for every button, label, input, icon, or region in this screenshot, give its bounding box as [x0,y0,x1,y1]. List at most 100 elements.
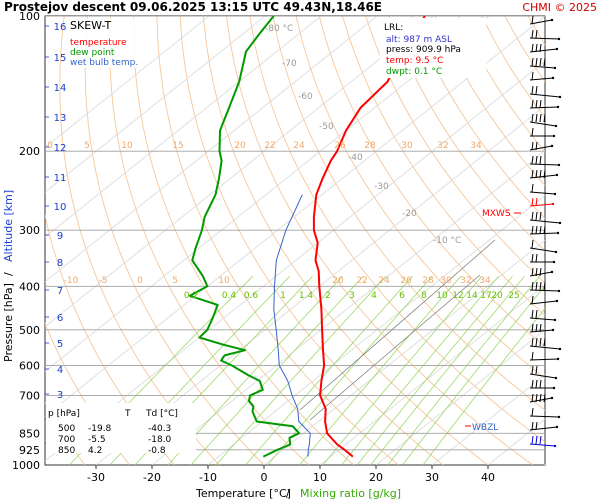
adiabat-label: 22 [356,276,367,286]
wind-barb-point [554,250,558,254]
wind-barb-staff [529,77,554,81]
legend-dewpoint: dew point [70,48,115,58]
wind-barb-point [557,37,561,41]
isotherm [45,16,490,372]
mixing-ratio-label: 0.4 [222,291,237,301]
wind-barb-point [552,134,556,138]
wind-barb-flag [535,225,538,235]
pressure-tick-label: 200 [19,145,40,158]
mixing-ratio-label: 1 [280,291,286,301]
wind-barb-point [558,221,562,225]
profile-temperature [312,16,426,458]
wind-barb-staff [529,300,558,305]
altitude-tick-label: 6 [57,313,63,324]
isotherm-label: -10 °C [433,236,461,246]
isotherm [45,16,434,328]
mixing-ratio-label: 2 [325,291,331,301]
pressure-tick-label: 850 [19,427,40,440]
reference-line [299,239,496,411]
xaxis-separator: / [286,487,290,500]
wind-barb-staff [529,19,553,25]
wind-barb-point [553,192,557,196]
wind-barb-flag [531,225,534,235]
wind-barb-flag [535,435,538,445]
wind-barb-flag [531,379,534,389]
mixing-ratio-line [215,276,387,465]
adiabat-label: -10 [64,276,79,286]
isotherm-label: -50 [319,122,334,132]
wind-barb-point [554,376,558,380]
dry-adiabat [388,16,545,252]
dry-adiabat [318,16,545,348]
wind-barb-point [557,163,561,167]
wind-barb-flag [539,337,542,347]
wind-barb-flag [531,183,534,193]
wind-barb-flag [531,71,534,81]
x-tick-label: -20 [143,471,161,484]
isotherm-label: -40 [348,153,363,163]
mixing-ratio-label: 0.6 [244,291,259,301]
altitude-tick-label: 11 [54,173,67,184]
dry-adiabat [411,16,545,220]
wind-barb-staff [529,271,553,277]
mixing-ratio-label: 17 [480,291,491,301]
lrl-box [380,18,486,78]
wind-barb-flag [531,239,534,249]
wind-barb-point [557,289,561,293]
wind-barb-staff [529,289,560,292]
wind-barb-flag [543,113,546,123]
wind-barb-point [556,105,560,109]
altitude-tick-label: 8 [57,258,63,269]
mixing-ratio-line [370,276,525,465]
wind-barb-flag [531,169,534,179]
x-tick-label: -30 [87,471,105,484]
data-table-background [46,403,196,453]
adiabat-label: 5 [172,276,178,286]
wind-barb-staff [529,106,559,109]
isotherm [151,150,545,465]
table-cell: -40.3 [148,424,171,434]
wind-barb-staff [529,37,560,40]
x-tick-label: 10 [313,471,327,484]
adiabat-label: 28 [364,141,376,151]
wind-barb-flag [531,309,534,319]
wind-barb-point [550,18,554,22]
dry-adiabat [272,16,545,411]
profile-wet-bulb-temp [273,194,311,457]
wind-barb-flag [535,421,538,431]
altitude-tick-label: 9 [57,231,63,242]
wind-barb-staff [529,317,556,321]
wind-barb-flag [543,169,546,179]
wind-barb-flag [531,337,534,347]
wind-barb-staff [529,426,558,431]
adiabat-label: 32 [460,276,471,286]
wind-barb-flag [531,211,534,221]
adiabat-label: 32 [437,141,448,151]
wind-barb-point [551,202,555,206]
wind-barb-flag [543,281,546,291]
plot-frame [44,15,546,466]
isotherm-label: -70 [282,59,297,69]
wind-barb-flag [531,421,534,431]
mixing-ratio-label: 1.4 [299,291,314,301]
mixing-ratio-label: 12 [452,291,463,301]
isotherm [45,16,378,283]
adiabat-label: 20 [332,276,344,286]
wind-barb-staff [529,415,560,418]
wind-barbs [529,15,562,448]
mixing-ratio-label: 20 [491,291,503,301]
isotherm [207,194,545,465]
xaxis-label-temperature: Temperature [°C] [195,487,291,500]
wind-barb-flag [531,15,534,25]
wind-barb-staff [529,443,556,447]
altitude-tick-label: 15 [54,53,67,64]
wind-barb-flag [535,99,538,109]
wind-barb-staff [529,329,554,333]
adiabat-label: 20 [234,141,246,151]
wind-barb-flag [535,43,538,53]
adiabat-label: 30 [440,276,452,286]
isotherm [45,16,322,238]
wind-barb-flag [535,281,538,291]
mixing-ratio-line [341,276,499,465]
pressure-tick-label: 400 [19,280,40,293]
